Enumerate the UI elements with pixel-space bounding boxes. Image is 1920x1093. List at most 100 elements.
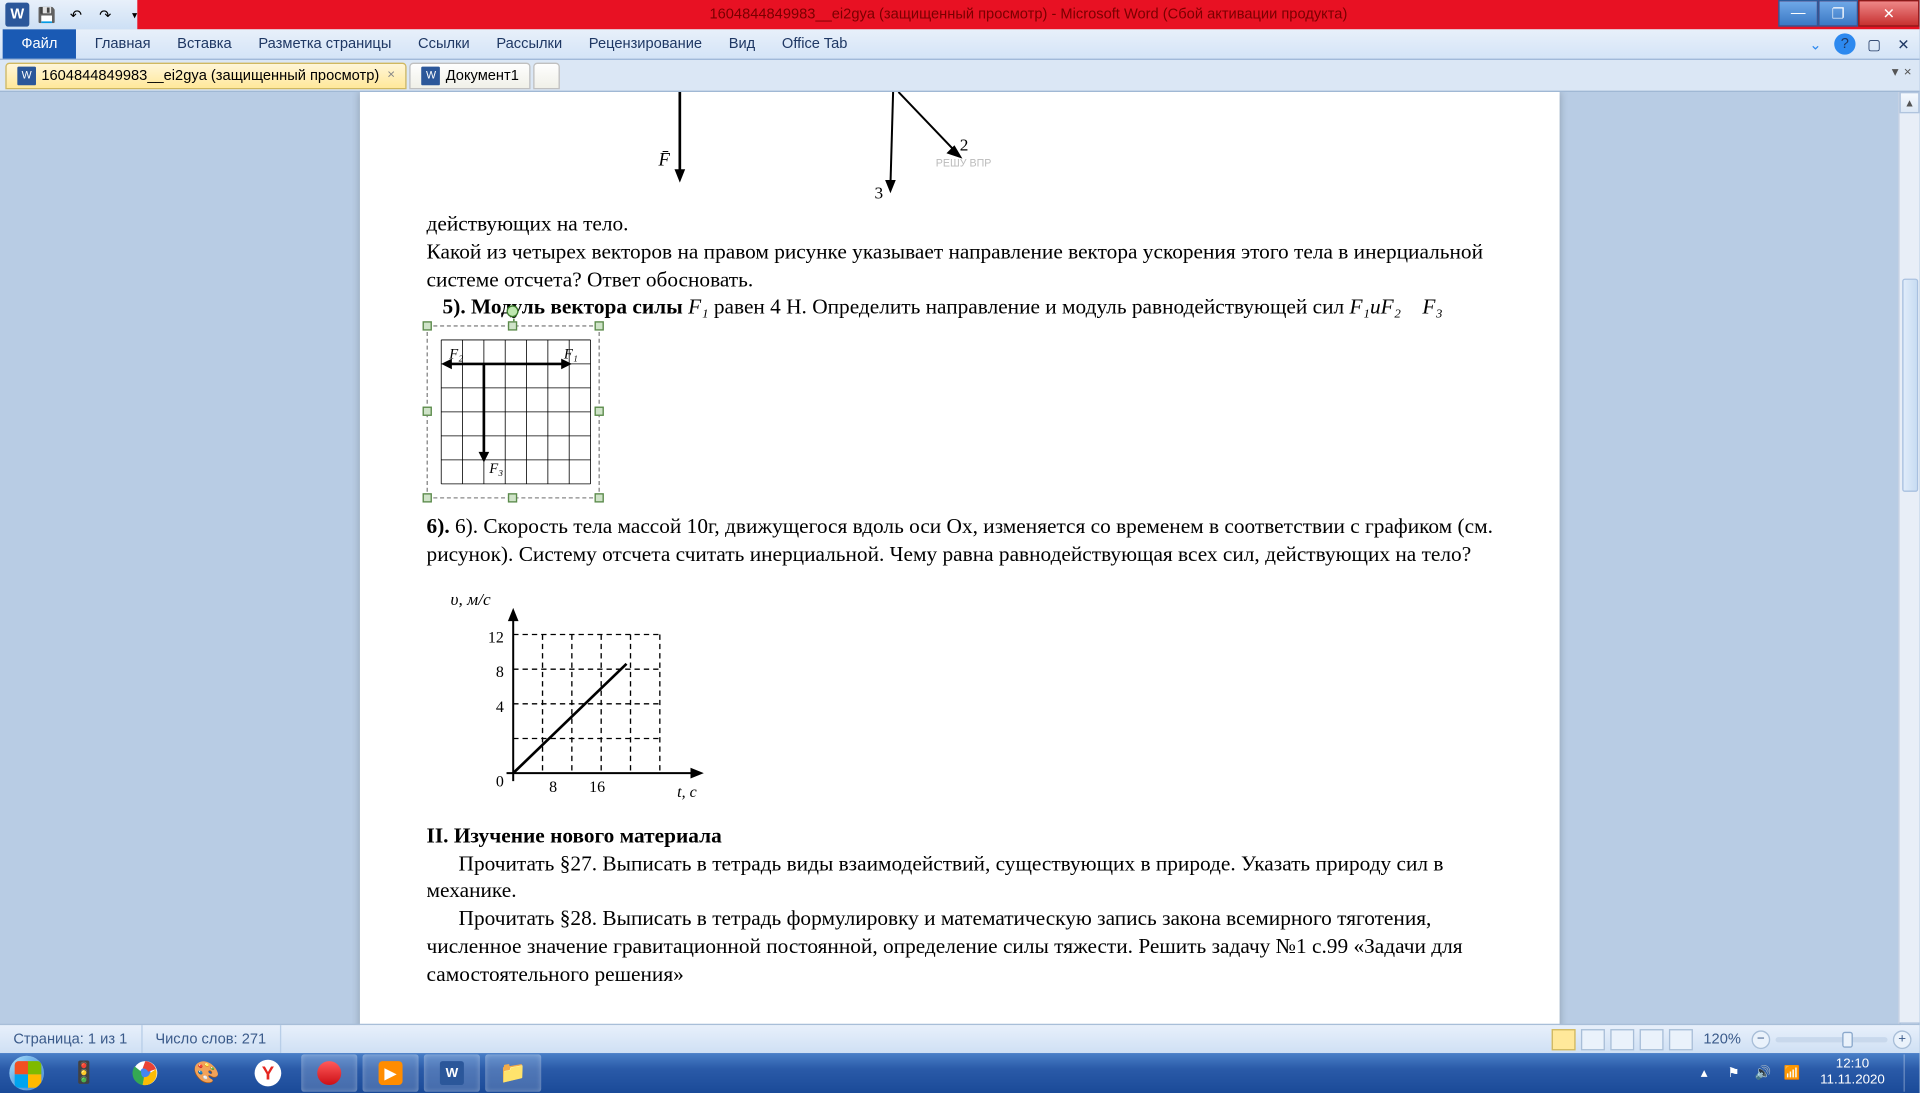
tray-time: 12:10 — [1820, 1057, 1885, 1073]
document-page[interactable]: F̄ 2 3 РЕШУ ВПР действующих на тело. Как… — [360, 92, 1560, 1044]
tab-office-tab[interactable]: Office Tab — [769, 29, 861, 58]
qat-save-icon[interactable]: 💾 — [35, 3, 59, 27]
file-tab[interactable]: Файл — [3, 29, 76, 58]
zoom-level[interactable]: 120% — [1703, 1031, 1741, 1047]
taskbar-chrome[interactable] — [117, 1054, 173, 1091]
para-8: Прочитать §28. Выписать в тетрадь формул… — [427, 907, 1493, 990]
svg-text:12: 12 — [488, 629, 504, 646]
ribbon-right-controls: ⌄ ? ▢ ✕ — [1805, 29, 1914, 58]
show-desktop-button[interactable] — [1904, 1054, 1915, 1091]
view-web-layout[interactable] — [1610, 1028, 1634, 1049]
doc-close-icon[interactable]: ✕ — [1893, 33, 1914, 54]
window-controls: — ❐ ✕ — [1778, 0, 1919, 27]
svg-text:F₃: F₃ — [488, 461, 503, 477]
view-full-screen[interactable] — [1581, 1028, 1605, 1049]
svg-text:4: 4 — [496, 699, 504, 716]
view-print-layout[interactable] — [1551, 1028, 1575, 1049]
zoom-slider[interactable] — [1776, 1036, 1888, 1041]
view-draft[interactable] — [1669, 1028, 1693, 1049]
heading-2: II. Изучение нового материала — [427, 824, 1493, 852]
resize-handle-sw[interactable] — [423, 493, 432, 502]
status-words[interactable]: Число слов: 271 — [142, 1025, 281, 1053]
taskbar: 🚦 🎨 Y ▶ W 📁 ▴ ⚑ 🔊 📶 12:10 11.11.2020 — [0, 1053, 1920, 1093]
zoom-slider-thumb[interactable] — [1842, 1031, 1853, 1047]
doc-tabs-close-icon[interactable]: × — [1904, 65, 1912, 80]
svg-text:F₁: F₁ — [563, 347, 578, 363]
resize-handle-n[interactable] — [508, 322, 517, 331]
svg-text:t, с: t, с — [677, 784, 697, 801]
qat-redo-icon[interactable]: ↷ — [93, 3, 117, 27]
vertical-scrollbar[interactable]: ▲ ▼ — [1898, 92, 1919, 1044]
tray-date: 11.11.2020 — [1820, 1073, 1885, 1089]
qat-customize-icon[interactable]: ▾ — [123, 3, 147, 27]
zoom-out-button[interactable]: − — [1752, 1030, 1771, 1049]
figure-vectors-top: F̄ 2 3 РЕШУ ВПР — [427, 92, 1493, 212]
status-page[interactable]: Страница: 1 из 1 — [0, 1025, 142, 1053]
tab-home[interactable]: Главная — [81, 29, 163, 58]
resize-handle-nw[interactable] — [423, 322, 432, 331]
taskbar-opera[interactable] — [301, 1054, 357, 1091]
taskbar-paint[interactable]: 🎨 — [179, 1054, 235, 1091]
para-1: действующих на тело. — [427, 212, 1493, 240]
taskbar-app-1[interactable]: 🚦 — [56, 1054, 112, 1091]
taskbar-yandex[interactable]: Y — [240, 1054, 296, 1091]
graph-ylabel: υ, м/с — [451, 590, 491, 609]
close-button[interactable]: ✕ — [1858, 0, 1919, 27]
tab-mailings[interactable]: Рассылки — [483, 29, 575, 58]
doc-tabs-dropdown-icon[interactable]: ▾ — [1892, 65, 1899, 80]
tray-clock[interactable]: 12:10 11.11.2020 — [1812, 1057, 1893, 1089]
tab-review[interactable]: Рецензирование — [575, 29, 715, 58]
minimize-button[interactable]: — — [1778, 0, 1818, 27]
taskbar-word[interactable]: W — [424, 1054, 480, 1091]
svg-text:РЕШУ ВПР: РЕШУ ВПР — [936, 158, 992, 170]
scroll-up-button[interactable]: ▲ — [1900, 92, 1920, 113]
svg-text:8: 8 — [496, 664, 504, 681]
doc-tab-2[interactable]: W Документ1 — [410, 62, 531, 89]
file-tab-label: Файл — [21, 36, 57, 52]
doc-tab-1-label: 1604844849983__ei2gya (защищенный просмо… — [41, 67, 379, 83]
resize-handle-w[interactable] — [423, 407, 432, 416]
para-3: 5). Модуль вектора силы F₁ равен 4 Н. Оп… — [427, 295, 1493, 323]
taskbar-media-player[interactable]: ▶ — [363, 1054, 419, 1091]
label-F: F̄ — [658, 149, 671, 170]
quick-access-toolbar: W 💾 ↶ ↷ ▾ — [0, 3, 147, 27]
doc-icon: W — [422, 66, 441, 85]
svg-text:2: 2 — [960, 136, 969, 155]
tab-insert[interactable]: Вставка — [164, 29, 245, 58]
help-icon[interactable]: ? — [1834, 33, 1855, 54]
resize-handle-ne[interactable] — [595, 322, 604, 331]
scroll-thumb[interactable] — [1902, 279, 1918, 492]
tab-page-layout[interactable]: Разметка страницы — [245, 29, 405, 58]
ribbon-tabs: Файл Главная Вставка Разметка страницы С… — [0, 29, 1920, 60]
figure-forces-selected[interactable]: F₂ F₁ F₃ — [427, 326, 600, 499]
para-6: 6). 6). Скорость тела массой 10г, движущ… — [427, 515, 1493, 570]
figure-velocity-graph: υ, м/с 12 8 4 0 8 16 t, с — [440, 584, 720, 811]
doc-tab-1-close-icon[interactable]: × — [387, 68, 395, 83]
editor-area: F̄ 2 3 РЕШУ ВПР действующих на тело. Как… — [0, 92, 1898, 1044]
titlebar: W 💾 ↶ ↷ ▾ 1604844849983__ei2gya (защищен… — [0, 0, 1920, 29]
svg-text:0: 0 — [496, 773, 504, 790]
para-2: Какой из четырех векторов на правом рису… — [427, 240, 1493, 295]
resize-handle-s[interactable] — [508, 493, 517, 502]
resize-handle-e[interactable] — [595, 407, 604, 416]
view-outline[interactable] — [1639, 1028, 1663, 1049]
ribbon-minimize-icon[interactable]: ⌄ — [1805, 33, 1826, 54]
para-7: Прочитать §27. Выписать в тетрадь виды в… — [427, 851, 1493, 906]
resize-handle-se[interactable] — [595, 493, 604, 502]
doc-restore-icon[interactable]: ▢ — [1864, 33, 1885, 54]
zoom-in-button[interactable]: + — [1893, 1030, 1912, 1049]
doc-tab-new[interactable] — [534, 62, 561, 89]
document-tabs: W 1604844849983__ei2gya (защищенный прос… — [0, 60, 1920, 92]
svg-text:16: 16 — [589, 779, 605, 796]
taskbar-explorer[interactable]: 📁 — [485, 1054, 541, 1091]
start-button[interactable] — [0, 1053, 53, 1093]
system-tray: ▴ ⚑ 🔊 📶 12:10 11.11.2020 — [1695, 1054, 1914, 1091]
doc-tab-1[interactable]: W 1604844849983__ei2gya (защищенный прос… — [5, 62, 407, 89]
titlebar-warning: 1604844849983__ei2gya (защищенный просмо… — [137, 0, 1919, 29]
word-icon: W — [5, 3, 29, 27]
qat-undo-icon[interactable]: ↶ — [64, 3, 88, 27]
maximize-button[interactable]: ❐ — [1818, 0, 1858, 27]
statusbar: Страница: 1 из 1 Число слов: 271 120% − … — [0, 1024, 1920, 1053]
tab-view[interactable]: Вид — [715, 29, 768, 58]
tab-references[interactable]: Ссылки — [405, 29, 483, 58]
